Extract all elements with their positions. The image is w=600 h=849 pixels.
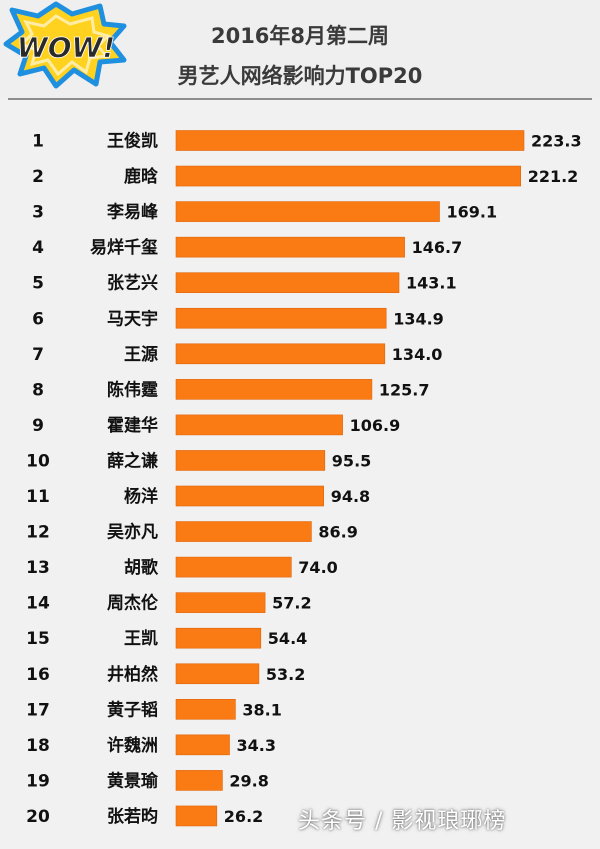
value-label: 134.0 <box>392 345 443 364</box>
value-label: 86.9 <box>318 523 357 542</box>
rank-label: 16 <box>26 665 50 685</box>
artist-name-label: 黄景瑜 <box>107 770 159 791</box>
artist-name-label: 王俊凯 <box>107 131 158 152</box>
value-label: 221.2 <box>528 167 579 186</box>
rank-label: 18 <box>26 736 50 756</box>
artist-name-label: 吴亦凡 <box>107 522 158 543</box>
rank-label: 2 <box>32 167 44 187</box>
bar <box>175 734 230 756</box>
value-label: 134.9 <box>393 309 444 328</box>
title-line-main: 男艺人网络影响力TOP20 <box>177 64 423 88</box>
value-label: 53.2 <box>266 665 305 684</box>
bar <box>175 236 405 258</box>
rank-label: 13 <box>26 558 50 578</box>
bar <box>175 485 324 507</box>
rank-label: 20 <box>26 807 50 827</box>
value-label: 54.4 <box>268 629 307 648</box>
logo-text: WOW! <box>17 31 115 64</box>
bar <box>175 663 260 685</box>
bar <box>175 307 387 329</box>
bar <box>175 627 262 649</box>
value-label: 169.1 <box>447 203 498 222</box>
rank-label: 17 <box>26 700 50 720</box>
rank-label: 6 <box>32 309 44 329</box>
bar <box>175 130 525 151</box>
value-label: 74.0 <box>298 558 337 577</box>
wow-logo: WOW! <box>3 1 127 89</box>
bar <box>175 272 400 294</box>
artist-name-label: 霍建华 <box>107 415 158 436</box>
bar <box>175 805 218 827</box>
rank-label: 3 <box>32 203 44 223</box>
value-label: 38.1 <box>242 700 281 719</box>
artist-name-label: 杨洋 <box>124 486 158 507</box>
value-label: 125.7 <box>379 380 430 399</box>
artist-name-label: 陈伟霆 <box>107 379 158 400</box>
artist-name-label: 许魏洲 <box>107 735 158 756</box>
artist-name-label: 张若昀 <box>107 806 158 827</box>
bar <box>175 201 440 222</box>
bar <box>175 343 386 365</box>
bar <box>175 450 326 471</box>
watermark-text: 头条号 / 影视琅琊榜 <box>298 809 507 834</box>
bar <box>175 698 236 720</box>
rank-label: 4 <box>32 238 44 258</box>
value-label: 94.8 <box>331 487 370 506</box>
bar <box>175 165 522 187</box>
rank-label: 5 <box>32 274 44 294</box>
bar <box>175 379 373 400</box>
artist-name-label: 李易峰 <box>107 202 159 223</box>
value-label: 146.7 <box>412 238 463 257</box>
artist-name-label: 鹿晗 <box>124 166 158 187</box>
rank-label: 8 <box>32 380 44 400</box>
value-label: 143.1 <box>406 274 457 293</box>
rank-label: 1 <box>32 132 44 152</box>
artist-name-label: 周杰伦 <box>107 593 159 614</box>
artist-name-label: 王凯 <box>124 628 158 649</box>
bar <box>175 556 292 578</box>
artist-name-label: 胡歌 <box>124 557 159 578</box>
rank-label: 9 <box>32 416 44 436</box>
bar <box>175 414 343 436</box>
artist-name-label: 张艺兴 <box>107 273 158 294</box>
artist-name-label: 薛之谦 <box>107 450 158 471</box>
bar <box>175 770 223 791</box>
artist-name-label: 易烊千玺 <box>90 237 158 258</box>
rank-label: 7 <box>32 345 44 365</box>
rank-label: 10 <box>26 451 50 471</box>
value-label: 29.8 <box>229 771 268 790</box>
rank-label: 11 <box>26 487 50 507</box>
value-label: 26.2 <box>224 807 263 826</box>
bar <box>175 521 312 542</box>
rank-label: 19 <box>26 771 50 791</box>
artist-name-label: 王源 <box>124 344 158 365</box>
value-label: 106.9 <box>350 416 401 435</box>
rank-label: 14 <box>26 594 50 614</box>
logo-burst-highlight <box>19 14 111 77</box>
value-label: 34.3 <box>237 736 276 755</box>
rank-label: 12 <box>26 523 50 543</box>
value-label: 223.3 <box>531 132 582 151</box>
rank-label: 15 <box>26 629 50 649</box>
artist-name-label: 井柏然 <box>107 664 158 685</box>
value-label: 57.2 <box>272 594 311 613</box>
header-divider <box>8 98 592 100</box>
value-label: 95.5 <box>332 451 371 470</box>
artist-name-label: 马天宇 <box>107 308 158 329</box>
title-line-date: 2016年8月第二周 <box>210 24 390 48</box>
artist-name-label: 黄子韬 <box>107 699 158 720</box>
bar <box>175 592 266 613</box>
